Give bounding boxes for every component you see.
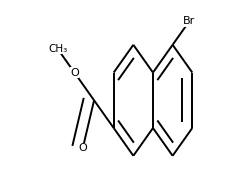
- Text: O: O: [78, 143, 87, 153]
- Text: CH₃: CH₃: [48, 44, 67, 54]
- Text: O: O: [70, 68, 79, 78]
- Text: Br: Br: [183, 16, 196, 26]
